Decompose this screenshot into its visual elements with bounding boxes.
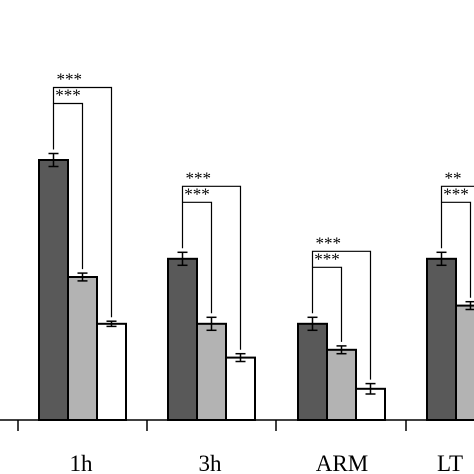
sig-label-ltm-s1-s2: *** [443, 184, 469, 203]
sig-bracket-3h-s1-s3 [181, 185, 242, 350]
sig-bracket-3h-s1-s2 [181, 201, 213, 314]
bar-arm-s2 [326, 348, 357, 421]
bar-3h-s1 [167, 257, 198, 421]
sig-label-3h-s1-s2: *** [184, 184, 210, 203]
x-tick-label-arm: ARM [316, 451, 368, 474]
bar-arm-s1 [297, 322, 328, 421]
x-ticks-layer [17, 420, 407, 431]
sig-bracket-arm-s1-s2 [311, 266, 343, 342]
bar-3h-s3 [225, 356, 256, 422]
sig-label-arm-s1-s2: *** [314, 249, 340, 268]
sig-label-1h-s1-s3: *** [57, 70, 83, 89]
bar-1h-s3 [96, 322, 127, 421]
sig-bracket-1h-s1-s3 [52, 86, 113, 318]
x-tick-label-3h: 3h [199, 451, 223, 474]
sig-label-arm-s1-s3: *** [316, 233, 342, 252]
x-tick-label-ltm: LT [437, 451, 463, 474]
bars-layer [38, 159, 474, 422]
significance-layer: *********************** [52, 70, 474, 380]
sig-bracket-ltm-s1-s3 [440, 185, 474, 203]
error-bars-layer [48, 152, 474, 395]
bar-ltm-s2 [455, 304, 474, 422]
bar-3h-s2 [196, 322, 227, 421]
bar-1h-s2 [67, 276, 98, 421]
sig-bracket-arm-s1-s3 [311, 250, 372, 380]
bar-1h-s1 [38, 159, 69, 421]
sig-label-1h-s1-s2: *** [55, 86, 81, 105]
bar-ltm-s1 [426, 257, 457, 421]
sig-label-3h-s1-s3: *** [186, 168, 212, 187]
sig-bracket-ltm-s1-s2 [440, 201, 472, 298]
sig-label-ltm-s1-s3: ** [445, 168, 462, 187]
sig-bracket-1h-s1-s2 [52, 102, 84, 270]
x-tick-label-1h: 1h [70, 451, 94, 474]
